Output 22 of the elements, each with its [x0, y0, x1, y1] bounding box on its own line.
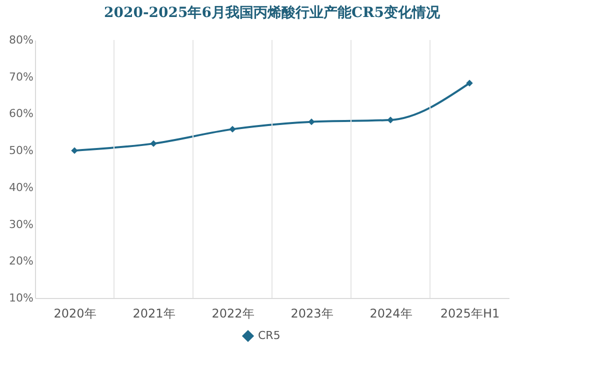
point: [229, 126, 236, 133]
y-tick-label: 80%: [9, 34, 34, 46]
y-tick-label: 20%: [9, 254, 34, 268]
point: [150, 140, 157, 147]
x-tick-label: 2021年: [132, 306, 176, 320]
y-tick-label: 60%: [9, 107, 34, 120]
x-tick-label: 2022年: [212, 306, 254, 320]
x-tick-label: 2024年: [370, 306, 412, 320]
x-tick-label: 2020年: [54, 306, 96, 320]
y-tick-label: 10%: [9, 292, 34, 304]
x-tick-label: 2023年: [290, 306, 334, 320]
point: [387, 116, 394, 124]
y-tick-label: 30%: [9, 218, 34, 231]
y-tick-label: 70%: [9, 70, 34, 84]
point: [466, 80, 473, 86]
y-tick-label: 40%: [9, 180, 34, 194]
legend-label: CR5: [258, 329, 280, 342]
chart-title: 2020-2025年6月我国丙烯酸行业产能CR5变化情况: [104, 4, 441, 21]
y-tick-label: 50%: [9, 144, 34, 158]
point: [71, 147, 78, 154]
point: [308, 118, 315, 126]
x-tick-label: 2025年H1: [440, 306, 500, 320]
